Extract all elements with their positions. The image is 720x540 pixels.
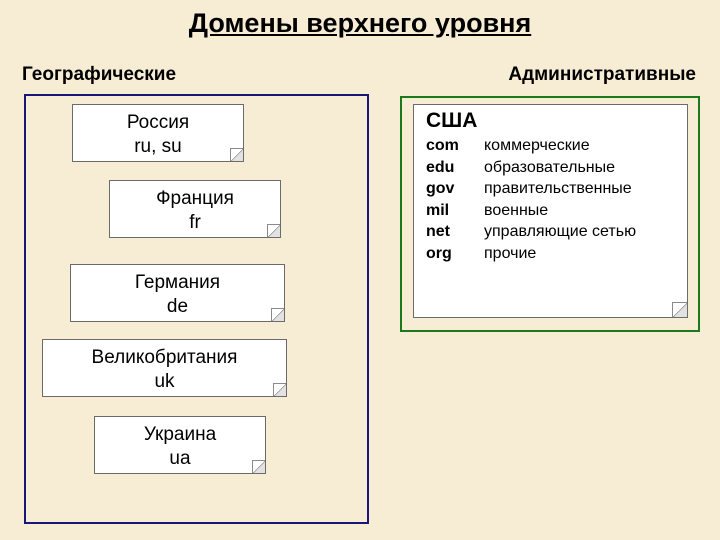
country-code: ua <box>95 447 265 471</box>
usa-row: gov правительственные <box>414 178 687 200</box>
domain-desc: управляющие сетью <box>484 221 636 243</box>
domain-code: com <box>426 135 484 157</box>
domain-code: net <box>426 221 484 243</box>
usa-row: com коммерческие <box>414 135 687 157</box>
country-name: Украина <box>95 423 265 447</box>
page-title: Домены верхнего уровня <box>0 0 720 39</box>
country-note: Великобритания uk <box>42 339 287 397</box>
left-heading: Географические <box>22 64 176 86</box>
domain-desc: правительственные <box>484 178 632 200</box>
usa-note: США com коммерческие edu образовательные… <box>413 104 688 318</box>
domain-code: mil <box>426 200 484 222</box>
usa-row: mil военные <box>414 200 687 222</box>
domain-code: gov <box>426 178 484 200</box>
usa-row: net управляющие сетью <box>414 221 687 243</box>
country-note: Германия de <box>70 264 285 322</box>
domain-desc: прочие <box>484 243 536 265</box>
country-code: de <box>71 295 284 319</box>
right-heading: Административные <box>508 64 696 86</box>
country-code: uk <box>43 370 286 394</box>
usa-title: США <box>414 105 687 135</box>
usa-row: edu образовательные <box>414 157 687 179</box>
country-code: ru, su <box>73 135 243 159</box>
domain-desc: образовательные <box>484 157 615 179</box>
country-name: Россия <box>73 111 243 135</box>
country-name: Великобритания <box>43 346 286 370</box>
domain-desc: военные <box>484 200 548 222</box>
country-note: Россия ru, su <box>72 104 244 162</box>
country-note: Украина ua <box>94 416 266 474</box>
domain-desc: коммерческие <box>484 135 590 157</box>
domain-code: edu <box>426 157 484 179</box>
usa-row: org прочие <box>414 243 687 265</box>
country-code: fr <box>110 211 280 235</box>
country-name: Германия <box>71 271 284 295</box>
domain-code: org <box>426 243 484 265</box>
country-note: Франция fr <box>109 180 281 238</box>
country-name: Франция <box>110 187 280 211</box>
